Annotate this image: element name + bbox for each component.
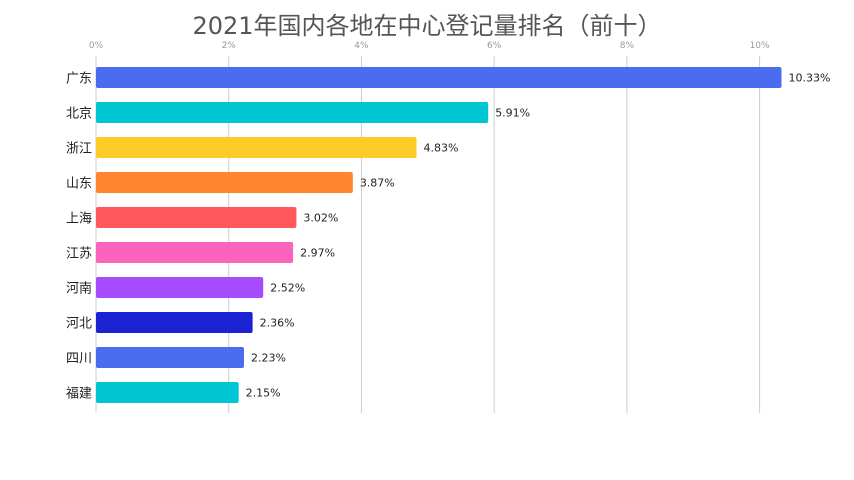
value-label: 4.83%: [424, 142, 459, 155]
bar: [96, 277, 264, 298]
x-tick-label: 8%: [620, 41, 635, 51]
value-label: 2.23%: [251, 352, 286, 365]
value-label: 2.36%: [260, 317, 295, 330]
category-label: 河北: [66, 317, 92, 332]
category-label: 江苏: [66, 246, 92, 262]
x-axis-ticks: 0% 2% 4% 6% 8% 10%: [89, 41, 770, 51]
category-label: 四川: [66, 352, 92, 367]
value-labels: 10.33% 5.91% 4.83% 3.87% 3.02% 2.97% 2.52% 2.36…: [246, 72, 831, 400]
value-label: 3.02%: [303, 212, 338, 225]
category-label: 浙江: [66, 142, 92, 157]
category-label: 福建: [66, 387, 92, 402]
category-label: 上海: [66, 212, 92, 227]
x-tick-label: 2%: [222, 41, 237, 51]
value-label: 2.15%: [246, 387, 281, 400]
category-label: 山东: [66, 177, 92, 192]
value-label: 2.52%: [270, 282, 305, 295]
category-label: 河南: [66, 281, 92, 297]
bar: [96, 312, 253, 333]
bar: [96, 172, 353, 193]
x-tick-label: 10%: [750, 41, 770, 51]
value-label: 2.97%: [300, 247, 335, 260]
category-label: 北京: [66, 107, 92, 122]
x-tick-label: 6%: [487, 41, 502, 51]
value-label: 10.33%: [789, 72, 831, 85]
value-label: 3.87%: [360, 177, 395, 190]
bar: [96, 102, 489, 123]
value-label: 5.91%: [495, 107, 530, 120]
chart-title: 2021年国内各地在中心登记量排名（前十）: [192, 12, 662, 40]
bars: [96, 67, 782, 403]
bar: [96, 382, 239, 403]
bar: [96, 207, 297, 228]
bar: [96, 137, 417, 158]
bar: [96, 347, 244, 368]
bar: [96, 242, 294, 263]
x-tick-label: 0%: [89, 41, 104, 51]
category-label: 广东: [66, 72, 92, 87]
x-tick-label: 4%: [354, 41, 369, 51]
bar: [96, 67, 782, 88]
